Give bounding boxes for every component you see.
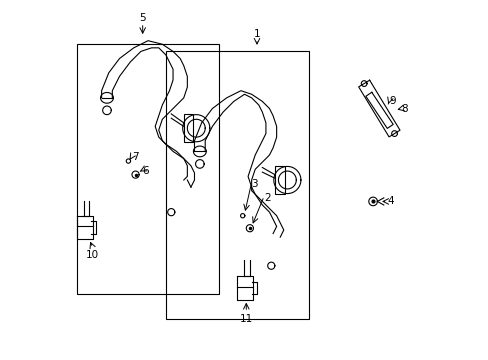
Text: 2: 2 <box>264 193 270 203</box>
Bar <box>183 114 193 143</box>
Text: 9: 9 <box>388 96 395 107</box>
Text: 8: 8 <box>401 104 407 113</box>
Bar <box>274 166 284 194</box>
Bar <box>77 44 219 294</box>
Text: 6: 6 <box>142 166 149 176</box>
Text: 3: 3 <box>251 179 258 189</box>
Text: 7: 7 <box>132 152 138 162</box>
Text: 4: 4 <box>386 197 393 206</box>
Text: 5: 5 <box>139 13 146 23</box>
Text: 11: 11 <box>239 314 252 324</box>
Text: 10: 10 <box>86 249 99 260</box>
Text: 1: 1 <box>253 29 260 39</box>
Bar <box>165 51 308 319</box>
